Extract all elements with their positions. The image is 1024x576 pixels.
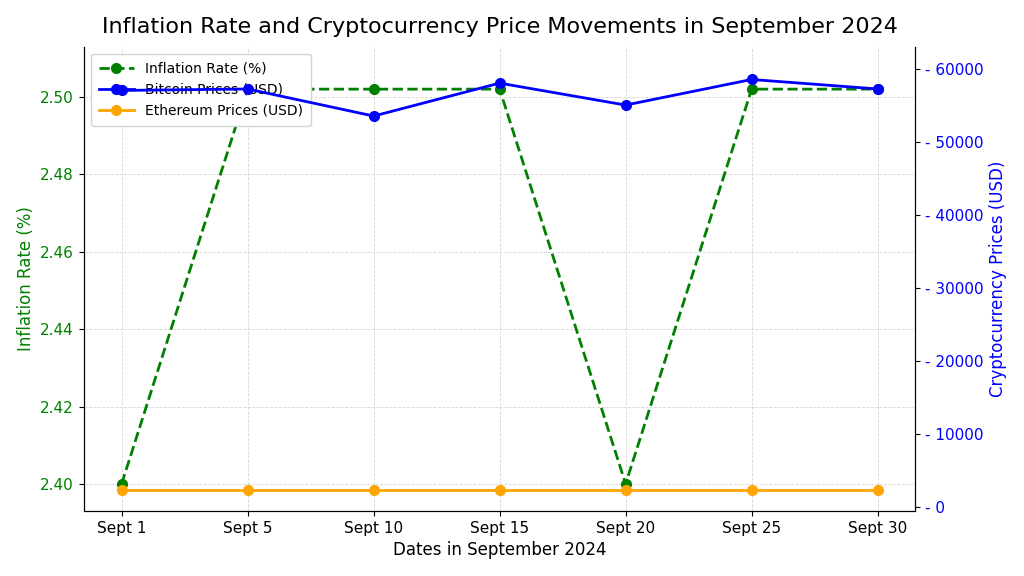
Inflation Rate (%) — [620, 480, 632, 487]
Ethereum Prices (USD) — [620, 486, 632, 493]
Ethereum Prices (USD) — [242, 486, 254, 493]
Ethereum Prices (USD) — [745, 486, 758, 493]
Inflation Rate (%) — [242, 86, 254, 93]
Bitcoin Prices (USD) — [242, 85, 254, 92]
Y-axis label: Inflation Rate (%): Inflation Rate (%) — [16, 206, 35, 351]
Inflation Rate (%) — [494, 86, 506, 93]
Inflation Rate (%) — [116, 480, 128, 487]
Inflation Rate (%) — [871, 86, 884, 93]
Inflation Rate (%) — [745, 86, 758, 93]
Ethereum Prices (USD) — [368, 486, 380, 493]
Inflation Rate (%) — [368, 86, 380, 93]
Line: Inflation Rate (%): Inflation Rate (%) — [117, 84, 883, 489]
Line: Ethereum Prices (USD): Ethereum Prices (USD) — [117, 485, 883, 495]
Ethereum Prices (USD) — [871, 486, 884, 493]
Bitcoin Prices (USD) — [745, 76, 758, 83]
Bitcoin Prices (USD) — [620, 101, 632, 108]
X-axis label: Dates in September 2024: Dates in September 2024 — [393, 541, 606, 559]
Bitcoin Prices (USD) — [494, 79, 506, 86]
Line: Bitcoin Prices (USD): Bitcoin Prices (USD) — [117, 75, 883, 121]
Legend: Inflation Rate (%), Bitcoin Prices (USD), Ethereum Prices (USD): Inflation Rate (%), Bitcoin Prices (USD)… — [91, 54, 311, 126]
Ethereum Prices (USD) — [494, 486, 506, 493]
Bitcoin Prices (USD) — [368, 112, 380, 119]
Ethereum Prices (USD) — [116, 486, 128, 493]
Title: Inflation Rate and Cryptocurrency Price Movements in September 2024: Inflation Rate and Cryptocurrency Price … — [101, 17, 898, 37]
Y-axis label: Cryptocurrency Prices (USD): Cryptocurrency Prices (USD) — [989, 161, 1008, 397]
Bitcoin Prices (USD) — [871, 85, 884, 92]
Bitcoin Prices (USD) — [116, 87, 128, 94]
